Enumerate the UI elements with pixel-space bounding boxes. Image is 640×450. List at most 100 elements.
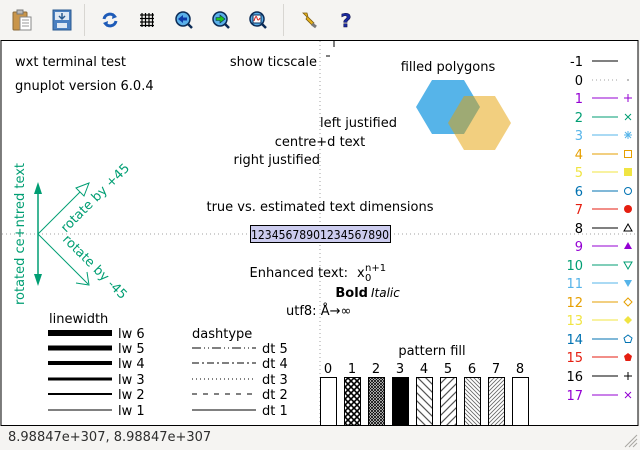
pattern-label-1: 1 bbox=[348, 362, 356, 377]
lt-label: 4 bbox=[575, 148, 583, 163]
plot-canvas[interactable]: wxt terminal test gnuplot version 6.0.4 … bbox=[0, 40, 640, 426]
lt-label: 12 bbox=[566, 296, 583, 311]
dt5-label: dt 5 bbox=[262, 342, 288, 357]
inverted-triangle-point-icon bbox=[623, 261, 633, 271]
dashtype-label: dashtype bbox=[192, 327, 252, 342]
lw5-label: lw 5 bbox=[118, 342, 145, 357]
linetype-key: -1 0 1 2 3 4 5 6 7 8 9 10 11 12 13 14 15… bbox=[566, 55, 583, 404]
autoscale-button[interactable] bbox=[245, 7, 271, 33]
status-bar: 8.98847e+307, 8.98847e+307 bbox=[0, 426, 640, 450]
enhanced-base: x bbox=[357, 266, 365, 281]
terminal-title: wxt terminal test bbox=[15, 55, 126, 70]
minus45-arrow bbox=[37, 233, 89, 285]
lt-label: 7 bbox=[575, 203, 583, 218]
enhanced-superscript: n+1 bbox=[365, 263, 386, 274]
lt-label: 8 bbox=[575, 222, 583, 237]
linewidth-label: linewidth bbox=[49, 312, 108, 327]
plus-point-icon bbox=[624, 372, 632, 380]
text-dimensions-label: true vs. estimated text dimensions bbox=[206, 200, 433, 215]
mouse-coordinates: 8.98847e+307, 8.98847e+307 bbox=[8, 430, 212, 445]
diamond-point-icon bbox=[623, 297, 633, 307]
clipboard-icon bbox=[12, 9, 32, 31]
lt-label: 1 bbox=[575, 92, 583, 107]
pattern-box-4 bbox=[416, 377, 433, 426]
italic-text: Italic bbox=[371, 286, 400, 300]
copy-to-clipboard-button[interactable] bbox=[9, 7, 35, 33]
pattern-label-8: 8 bbox=[516, 362, 524, 377]
lw2-label: lw 2 bbox=[118, 388, 145, 403]
lt-label: 2 bbox=[575, 111, 583, 126]
text-dimensions-sample: 12345678901234567890 bbox=[251, 227, 389, 242]
pentagon-point-icon bbox=[623, 334, 633, 343]
estimated-text-box bbox=[250, 225, 391, 243]
plus-point-icon bbox=[624, 94, 632, 102]
toggle-grid-button[interactable] bbox=[134, 7, 160, 33]
pattern-label-6: 6 bbox=[468, 362, 476, 377]
dashtype-samples bbox=[192, 347, 256, 411]
linetype-lines bbox=[592, 60, 618, 396]
triangle-point-icon bbox=[623, 222, 633, 232]
dt3-label: dt 3 bbox=[262, 373, 288, 388]
autoscale-icon bbox=[249, 11, 267, 29]
pattern-label-3: 3 bbox=[396, 362, 404, 377]
toolbar-separator bbox=[283, 4, 284, 36]
pattern-label-0: 0 bbox=[324, 362, 332, 377]
linetype-points bbox=[623, 79, 633, 399]
gnuplot-version: gnuplot version 6.0.4 bbox=[15, 79, 154, 94]
pattern-box-8 bbox=[512, 377, 529, 426]
star-point-icon bbox=[624, 131, 632, 139]
centred-text: centre+d text bbox=[275, 135, 365, 150]
cross-point-icon bbox=[624, 391, 632, 399]
replot-button[interactable] bbox=[97, 7, 123, 33]
lt-label: 5 bbox=[575, 166, 583, 181]
lw6-label: lw 6 bbox=[118, 327, 145, 342]
pattern-label-4: 4 bbox=[420, 362, 428, 377]
plus45-arrow-head bbox=[75, 182, 90, 197]
options-button[interactable] bbox=[296, 7, 322, 33]
arrow-head-down bbox=[34, 274, 42, 286]
filled-diamond-point-icon bbox=[624, 316, 632, 324]
filled-inverted-triangle-point-icon bbox=[624, 280, 632, 287]
filled-pentagon-point-icon bbox=[624, 353, 632, 361]
previous-zoom-button[interactable] bbox=[171, 7, 197, 33]
lt-label: 11 bbox=[566, 277, 583, 292]
filled-triangle-point-icon bbox=[624, 242, 632, 249]
ticscale-label: show ticscale bbox=[230, 55, 317, 70]
pattern-label-5: 5 bbox=[444, 362, 452, 377]
lt-label: 13 bbox=[566, 314, 583, 329]
resize-grip-icon[interactable] bbox=[622, 432, 638, 448]
orange-hexagon bbox=[448, 96, 511, 150]
pattern-box-1 bbox=[344, 377, 361, 426]
left-justified-text: left justified bbox=[320, 116, 397, 131]
filled-circle-point-icon bbox=[624, 205, 632, 213]
pattern-box-2 bbox=[368, 377, 385, 426]
utf8-text: utf8: Å→∞ bbox=[286, 303, 351, 319]
plus45-arrow bbox=[37, 185, 87, 235]
zoom-forward-icon bbox=[212, 11, 230, 29]
grid-icon bbox=[140, 13, 154, 27]
lt-label: 17 bbox=[566, 389, 583, 404]
toolbar: ? bbox=[0, 0, 640, 40]
lt-label: 14 bbox=[566, 333, 583, 348]
next-zoom-button[interactable] bbox=[208, 7, 234, 33]
filled-box-point-icon bbox=[624, 168, 632, 176]
export-button[interactable] bbox=[49, 7, 75, 33]
lt-label: 9 bbox=[575, 240, 583, 255]
dt2-label: dt 2 bbox=[262, 388, 288, 403]
lt-label: 16 bbox=[566, 370, 583, 385]
pattern-label-2: 2 bbox=[372, 362, 380, 377]
dt1-label: dt 1 bbox=[262, 404, 288, 419]
pattern-box-5 bbox=[440, 377, 457, 426]
svg-text:?: ? bbox=[340, 10, 351, 30]
dt4-label: dt 4 bbox=[262, 357, 288, 372]
lt-label: -1 bbox=[570, 55, 583, 70]
rotated-centred-text: rotated ce+ntred text bbox=[13, 163, 28, 305]
linewidth-samples bbox=[48, 330, 112, 411]
lt-label: 3 bbox=[575, 129, 583, 144]
lt-label: 10 bbox=[566, 259, 583, 274]
enhanced-subscript: 0 bbox=[365, 273, 371, 284]
pattern-box-6 bbox=[464, 377, 481, 426]
help-button[interactable]: ? bbox=[333, 7, 359, 33]
bold-text: Bold bbox=[335, 286, 368, 301]
lt-label: 15 bbox=[566, 351, 583, 366]
